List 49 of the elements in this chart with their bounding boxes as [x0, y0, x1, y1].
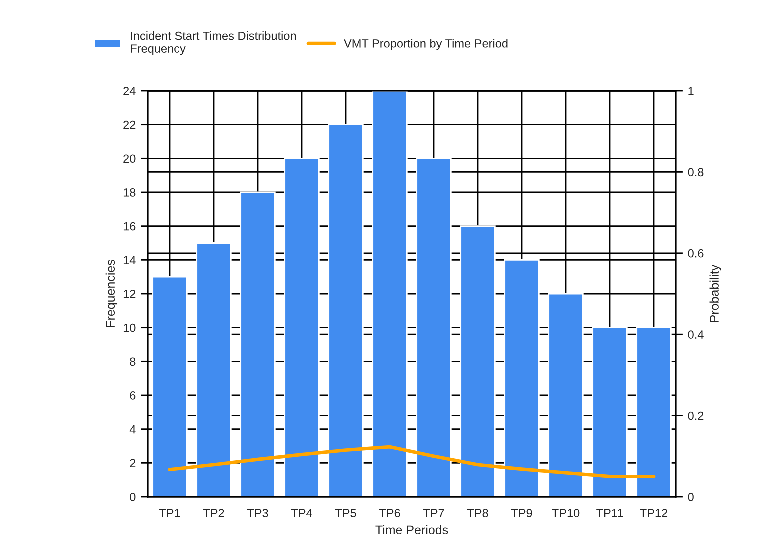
y2-tick-label: 0.2 — [688, 412, 704, 420]
bar — [548, 293, 584, 497]
y2-tick-label: 1 — [688, 87, 694, 96]
x-tick-label: TP10 — [552, 509, 580, 518]
y2-axis-title: Probability — [710, 264, 722, 322]
y-axis-title: Frequencies — [106, 260, 118, 328]
y2-tick-label: 0.4 — [688, 330, 704, 339]
y-tick-label: 10 — [124, 324, 136, 332]
bar — [416, 158, 452, 497]
y-tick-label: 22 — [124, 120, 136, 130]
y-tick-label: 4 — [130, 425, 136, 434]
y-tick-label: 0 — [130, 493, 136, 502]
x-tick-label: TP3 — [247, 509, 268, 518]
bar — [592, 327, 628, 497]
line-series — [168, 445, 656, 478]
bar — [284, 158, 320, 497]
bar — [152, 276, 188, 497]
x-tick-label: TP8 — [467, 509, 488, 518]
y-tick-label: 24 — [124, 87, 136, 96]
x-tick-label: TP2 — [203, 509, 224, 518]
y-tick-label: 16 — [124, 222, 136, 231]
x-tick-label: TP5 — [335, 509, 356, 518]
y-tick-label: 6 — [130, 392, 136, 400]
y2-tick-label: 0 — [688, 493, 694, 502]
y-tick-label: 20 — [124, 154, 136, 164]
bar — [504, 259, 540, 497]
legend-label: VMT Proportion by Time Period — [344, 39, 508, 50]
bar — [372, 91, 408, 497]
x-tick-label: TP12 — [640, 509, 668, 518]
y-tick-label: 14 — [124, 256, 136, 264]
bar — [636, 327, 672, 497]
legend-label: Incident Start Times Distribution Frequency — [131, 32, 296, 56]
x-axis-title: Time Periods — [376, 525, 448, 535]
y2-tick-label: 0.8 — [688, 168, 704, 177]
x-tick-label: TP7 — [423, 509, 444, 518]
x-tick-label: TP1 — [159, 509, 180, 518]
x-tick-label: TP4 — [291, 509, 312, 518]
y-tick-label: 12 — [124, 290, 136, 298]
x-tick-label: TP6 — [379, 509, 400, 518]
x-tick-label: TP11 — [596, 509, 624, 518]
y-tick-label: 8 — [130, 358, 136, 366]
y2-tick-label: 0.6 — [688, 249, 704, 258]
y-tick-label: 2 — [130, 459, 136, 468]
bar — [240, 192, 276, 497]
y-tick-label: 18 — [124, 188, 136, 197]
bar — [328, 124, 364, 497]
bar — [196, 242, 232, 497]
bar — [460, 226, 496, 497]
x-tick-label: TP9 — [511, 509, 532, 518]
